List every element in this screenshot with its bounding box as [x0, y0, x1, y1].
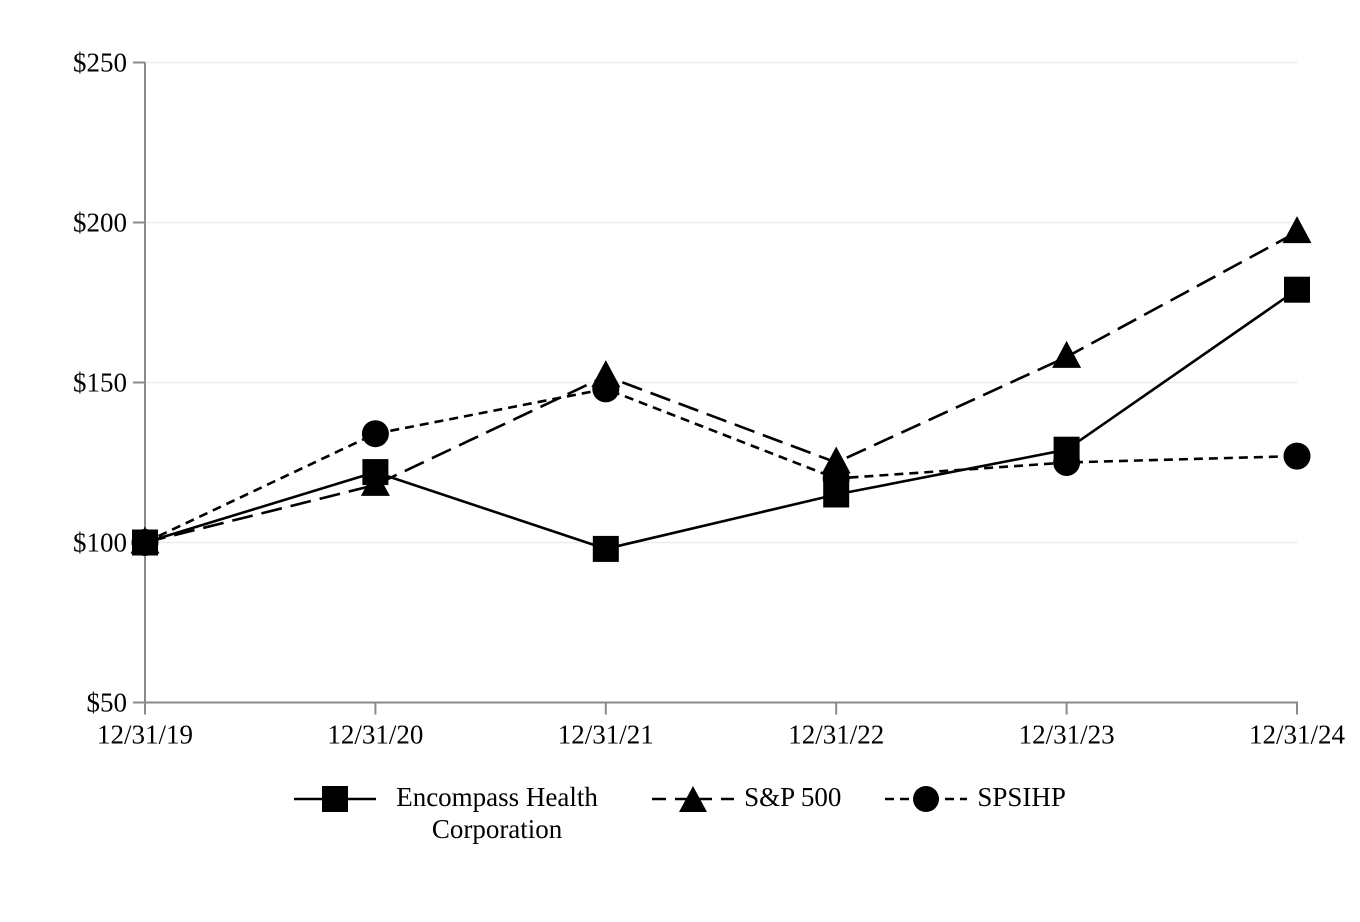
circle-marker-icon [1283, 442, 1311, 470]
legend-swatch-shortdash-circle-icon [885, 786, 968, 812]
circle-marker-icon [361, 420, 389, 448]
legend-item-encompass-health: Encompass Health Corporation [294, 782, 608, 845]
series-line-encompass-health-corporation [144, 288, 1298, 551]
square-marker-icon [362, 459, 389, 486]
square-marker-icon [1053, 436, 1080, 463]
series-line-spsihp [144, 387, 1298, 544]
square-marker-icon [1284, 276, 1310, 303]
y-tick-label: $150 [73, 368, 127, 398]
y-tick-label: $50 [87, 688, 128, 718]
series-line-s-p-500 [144, 230, 1298, 544]
x-tick-label: 12/31/22 [788, 720, 884, 750]
square-marker-icon [592, 535, 619, 562]
x-tick-label: 12/31/20 [327, 720, 423, 750]
circle-marker-icon [913, 786, 940, 812]
triangle-marker-icon [1282, 216, 1312, 244]
chart-legend: Encompass Health Corporation S&P 500 SPS… [0, 782, 1360, 845]
square-marker-icon [823, 481, 850, 508]
y-tick-label: $200 [73, 208, 127, 238]
y-tick-label: $100 [73, 528, 127, 558]
legend-label-sp500: S&P 500 [744, 782, 842, 812]
y-tick-label: $250 [73, 48, 127, 78]
square-marker-icon [322, 786, 349, 812]
plot-area: $50 $100 $150 $200 $250 12/31/19 12/31/20 12/31… [73, 48, 1346, 750]
circle-marker-icon [592, 375, 620, 403]
legend-label-spsihp: SPSIHP [977, 782, 1066, 812]
legend-label-encompass-health: Encompass Health Corporation [396, 782, 598, 844]
x-tick-label: 12/31/23 [1019, 720, 1115, 750]
x-tick-label: 12/31/19 [97, 720, 193, 750]
x-tick-label: 12/31/21 [558, 720, 654, 750]
triangle-marker-icon [821, 446, 851, 474]
legend-swatch-solid-square-icon [294, 786, 377, 812]
square-marker-icon [132, 529, 158, 556]
triangle-marker-icon [1052, 340, 1082, 368]
legend-item-spsihp: SPSIHP [885, 782, 1066, 814]
cumulative-total-return-chart: $50 $100 $150 $200 $250 12/31/19 12/31/20 12/31… [73, 48, 1346, 844]
legend-item-sp500: S&P 500 [652, 782, 841, 814]
triangle-marker-icon [679, 786, 708, 812]
legend-swatch-longdash-triangle-icon [652, 786, 735, 812]
x-tick-label: 12/31/24 [1249, 720, 1346, 750]
